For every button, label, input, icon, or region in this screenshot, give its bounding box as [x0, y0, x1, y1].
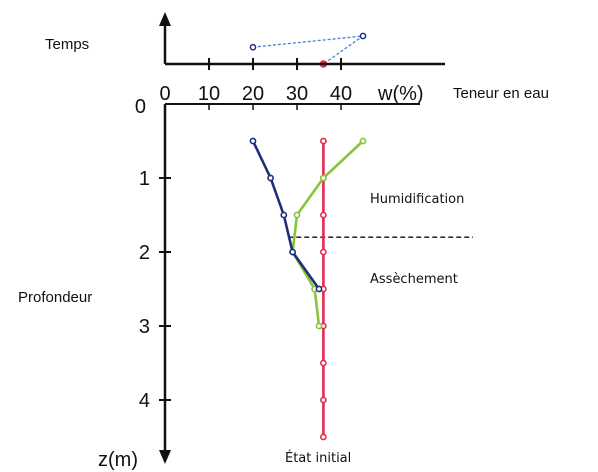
time-axis-label: Temps — [45, 36, 89, 53]
profile-point-2 — [267, 174, 274, 182]
profile-point-2 — [280, 211, 288, 219]
annotation-humidification: Humidification — [370, 192, 464, 207]
profile-point-0 — [319, 137, 327, 145]
x-tick-label: 20 — [242, 83, 264, 105]
profile-point-0 — [319, 396, 327, 404]
profile-point-2 — [249, 137, 257, 145]
profile-point-0 — [319, 248, 327, 256]
profile-point-2 — [289, 248, 296, 256]
water-content-unit-label: w(%) — [377, 83, 424, 105]
time-series-line — [252, 35, 366, 65]
y-tick-label: 1 — [139, 168, 150, 190]
depth-axis-arrow — [159, 450, 171, 464]
depth-axis-title: Profondeur — [18, 289, 92, 306]
profile-point-0 — [319, 359, 327, 367]
profile-point-1 — [293, 211, 301, 219]
time-axis-arrow — [159, 12, 171, 26]
time-series-point — [359, 32, 367, 40]
x-tick-label: 40 — [330, 83, 352, 105]
y-tick-label: 0 — [135, 96, 146, 118]
profile-point-0 — [319, 433, 327, 441]
profile-point-1 — [315, 322, 323, 330]
x-tick-label: 10 — [198, 83, 220, 105]
annotation-assechement: Assèchement — [370, 272, 458, 287]
time-series-point — [249, 43, 257, 51]
profile-point-1 — [359, 137, 367, 145]
water-content-axis-title: Teneur en eau — [453, 85, 549, 102]
y-tick-label: 2 — [139, 242, 150, 264]
depth-unit-label: z(m) — [98, 449, 138, 471]
profile-line-1 — [291, 140, 364, 327]
y-tick-label: 3 — [139, 316, 150, 338]
x-tick-label: 0 — [159, 83, 170, 105]
profile-point-2 — [315, 285, 323, 293]
profile-point-0 — [319, 211, 327, 219]
annotation-etat-initial: État initial — [285, 450, 351, 466]
profile-point-1 — [319, 174, 327, 182]
y-tick-label: 4 — [139, 390, 150, 412]
x-tick-label: 30 — [286, 83, 308, 105]
